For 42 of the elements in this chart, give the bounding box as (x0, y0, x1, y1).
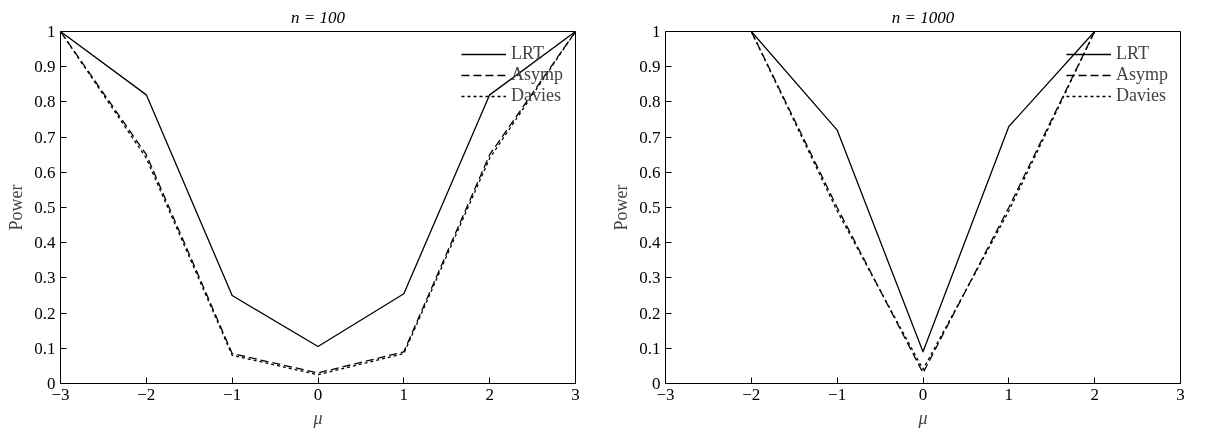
y-tick-label: 0.6 (639, 162, 661, 182)
y-tick-label: 1 (47, 22, 56, 41)
y-tick-label: 0.3 (34, 268, 56, 288)
y-tick-label: 0.8 (34, 92, 56, 112)
x-tick-label: 2 (1090, 384, 1099, 404)
y-tick-label: 1 (652, 22, 661, 41)
legend-label: LRT (1115, 43, 1149, 64)
y-tick-label: 0.7 (639, 127, 661, 147)
y-tick-label: 0.2 (639, 303, 661, 323)
y-tick-label: 0.4 (639, 233, 661, 253)
x-tick-label: 3 (571, 384, 580, 404)
y-tick-label: 0.6 (34, 162, 56, 182)
x-tick-label: 1 (1004, 384, 1014, 404)
x-tick-label: −1 (223, 384, 242, 404)
y-tick-label: 0.2 (34, 303, 56, 323)
x-tick-label: −2 (742, 384, 761, 404)
legend-label: Davies (1115, 85, 1166, 106)
y-tick-label: 0.3 (639, 268, 661, 288)
y-tick-label: 0.4 (34, 233, 56, 253)
x-tick-label: 3 (1176, 384, 1185, 404)
x-tick-label: 0 (918, 384, 928, 404)
x-tick-label: 1 (399, 384, 409, 404)
chart-title: n = 1000 (891, 7, 955, 27)
y-tick-label: 0.9 (639, 57, 661, 77)
y-axis-title: Power (611, 184, 632, 231)
x-axis-title: μ (917, 407, 928, 428)
y-tick-label: 0.9 (34, 57, 56, 77)
y-tick-label: 0.5 (639, 198, 661, 217)
y-tick-label: 0.8 (639, 92, 661, 112)
y-tick-label: 0.7 (34, 127, 56, 147)
y-tick-label: 0.1 (34, 338, 56, 358)
y-axis-title: Power (6, 184, 27, 231)
x-tick-label: −2 (137, 384, 156, 404)
x-tick-label: 2 (485, 384, 494, 404)
x-tick-label: 0 (313, 384, 323, 404)
chart-title: n = 100 (291, 7, 346, 27)
y-tick-label: 0.5 (34, 198, 56, 217)
y-tick-label: 0.1 (639, 338, 661, 358)
x-axis-title: μ (312, 407, 323, 428)
x-tick-label: −1 (828, 384, 847, 404)
legend-label: Asymp (1115, 64, 1168, 85)
legend-label: LRT (510, 43, 544, 64)
